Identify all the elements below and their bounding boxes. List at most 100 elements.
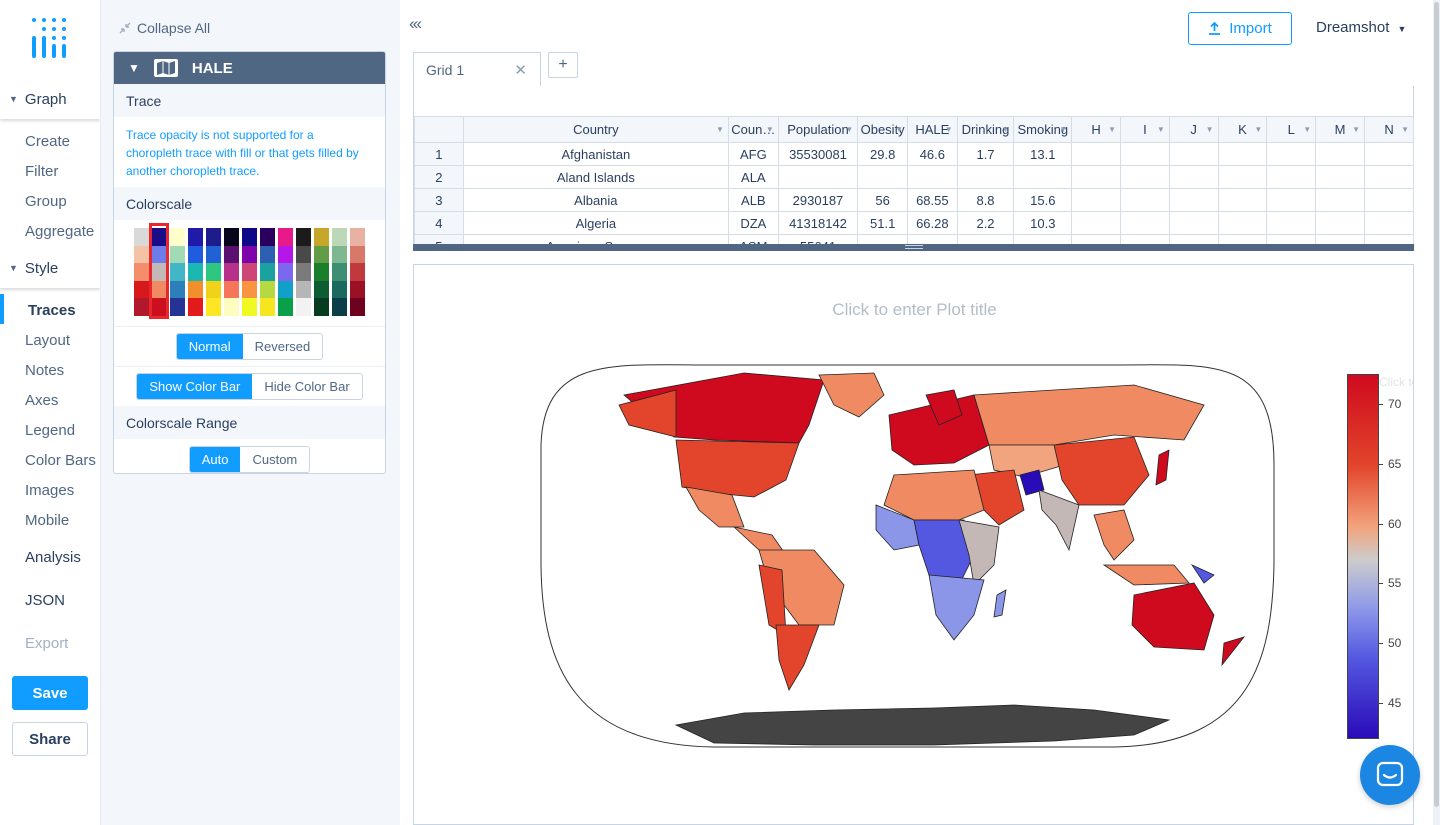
column-header[interactable]: L ▼	[1266, 116, 1317, 143]
nav-json[interactable]: JSON	[25, 592, 66, 609]
dropdown-icon[interactable]: ▼	[1205, 125, 1214, 134]
grid-cell[interactable]	[1071, 142, 1122, 166]
grid-cell[interactable]	[1071, 188, 1122, 212]
grid-cell[interactable]	[1315, 234, 1366, 244]
grid-cell[interactable]	[1168, 165, 1219, 189]
grid-cell[interactable]: AFG	[727, 142, 779, 166]
tab-grid-1[interactable]: Grid 1 ✕	[413, 52, 541, 87]
grid-cell[interactable]	[857, 165, 909, 189]
grid-cell[interactable]	[1013, 165, 1073, 189]
grid-cell[interactable]: 2930187	[777, 188, 859, 212]
grid-cell[interactable]	[1315, 165, 1366, 189]
grid-cell[interactable]: 35530081	[777, 142, 859, 166]
dropdown-icon[interactable]: ▼	[1352, 125, 1361, 134]
grid-cell[interactable]: Aland Islands	[462, 165, 729, 189]
dropdown-icon[interactable]: ▼	[1401, 125, 1409, 134]
grid-cell[interactable]: Albania	[462, 188, 729, 212]
colorscale-swatch[interactable]	[260, 228, 275, 316]
import-button[interactable]: Import	[1188, 12, 1292, 45]
column-header[interactable]: H ▼	[1071, 116, 1122, 143]
colorscale-swatch[interactable]	[242, 228, 257, 316]
column-header[interactable]: J ▼	[1168, 116, 1219, 143]
dropdown-icon[interactable]: ▼	[895, 125, 904, 134]
colorscale-swatch[interactable]	[296, 228, 311, 316]
share-button[interactable]: Share	[12, 722, 88, 756]
grid-cell[interactable]	[1013, 234, 1073, 244]
plot-title[interactable]: Click to enter Plot title	[832, 300, 997, 319]
nav-item-traces[interactable]: Traces	[28, 302, 76, 319]
colorscale-swatch[interactable]	[152, 228, 167, 316]
nav-item-images[interactable]: Images	[25, 482, 75, 499]
colorscale-swatch[interactable]	[224, 228, 239, 316]
grid-cell[interactable]: 13.1	[1013, 142, 1073, 166]
nav-item-filter[interactable]: Filter	[25, 163, 59, 180]
grid-cell[interactable]: 29.8	[857, 142, 909, 166]
grid-cell[interactable]: 56	[857, 188, 909, 212]
nav-item-aggregate[interactable]: Aggregate	[25, 223, 95, 240]
grid-cell[interactable]: 15.6	[1013, 188, 1073, 212]
grid-cell[interactable]: 1.7	[956, 142, 1015, 166]
dropdown-icon[interactable]: ▼	[1001, 125, 1010, 134]
grid-cell[interactable]	[1120, 142, 1170, 166]
grid-cell[interactable]	[1168, 211, 1219, 235]
save-button[interactable]: Save	[12, 676, 88, 710]
grid-cell[interactable]	[1217, 211, 1268, 235]
column-header[interactable]: Smoking ▼	[1013, 116, 1073, 143]
grid-cell[interactable]	[1364, 234, 1414, 244]
colorscale-swatch[interactable]	[134, 228, 149, 316]
column-header[interactable]: Population ▼	[777, 116, 859, 143]
grid-cell[interactable]: 46.6	[907, 142, 958, 166]
grid-cell[interactable]: 51.1	[857, 211, 909, 235]
column-header[interactable]: Country ▼	[462, 116, 729, 143]
grid-cell[interactable]	[777, 165, 859, 189]
collapse-panel-arrows[interactable]: ‹‹‹	[409, 14, 422, 33]
grid-cell[interactable]: 55641	[777, 234, 859, 244]
chevron-down-icon[interactable]: ▼	[128, 61, 140, 75]
grid-cell[interactable]: ALB	[727, 188, 779, 212]
dropdown-icon[interactable]: ▼	[715, 125, 724, 134]
grid-cell[interactable]	[1168, 188, 1219, 212]
row-number[interactable]: 2	[414, 165, 464, 189]
colorscale-swatch[interactable]	[278, 228, 293, 316]
grid-cell[interactable]: 2.2	[956, 211, 1015, 235]
grid-cell[interactable]: ASM	[727, 234, 779, 244]
column-header[interactable]: M ▼	[1315, 116, 1366, 143]
grid-cell[interactable]	[1120, 211, 1170, 235]
row-number[interactable]: 5	[414, 234, 464, 244]
nav-item-notes[interactable]: Notes	[25, 362, 65, 379]
grid-cell[interactable]	[1217, 142, 1268, 166]
grid-cell[interactable]: American Samoa	[462, 234, 729, 244]
dropdown-icon[interactable]: ▼	[845, 125, 854, 134]
dropdown-icon[interactable]: ▼	[1059, 125, 1068, 134]
row-number[interactable]: 1	[414, 142, 464, 166]
grid-cell[interactable]: Afghanistan	[462, 142, 729, 166]
grid-cell[interactable]	[1217, 234, 1268, 244]
show-color-bar-button[interactable]: Show Color Bar	[137, 374, 253, 399]
colorscale-swatch[interactable]	[350, 228, 365, 316]
dropdown-icon[interactable]: ▼	[1303, 125, 1312, 134]
reversed-button[interactable]: Reversed	[242, 334, 323, 359]
nav-item-layout[interactable]: Layout	[25, 332, 71, 349]
colorscale-swatch[interactable]	[206, 228, 221, 316]
normal-button[interactable]: Normal	[176, 334, 243, 359]
colorbar-title[interactable]: Click to enter Colorscale title	[1379, 375, 1413, 389]
custom-button[interactable]: Custom	[240, 446, 310, 472]
formula-bar[interactable]	[413, 86, 1414, 116]
nav-analysis[interactable]: Analysis	[25, 549, 81, 566]
grid-cell[interactable]	[1266, 211, 1317, 235]
nav-group-graph[interactable]: ▼ Graph	[0, 79, 100, 119]
grid-cell[interactable]	[1071, 211, 1122, 235]
grid-cell[interactable]	[1120, 165, 1170, 189]
grid-plot-splitter[interactable]	[413, 244, 1414, 251]
grid-cell[interactable]: DZA	[727, 211, 779, 235]
choropleth-map[interactable]	[414, 265, 1414, 825]
grid-cell[interactable]	[1315, 142, 1366, 166]
grid-cell[interactable]	[1217, 188, 1268, 212]
dropdown-icon[interactable]: ▼	[1108, 125, 1117, 134]
colorscale-swatch[interactable]	[332, 228, 347, 316]
colorscale-swatch[interactable]	[170, 228, 185, 316]
grid-cell[interactable]	[907, 165, 958, 189]
grid-cell[interactable]	[1364, 142, 1414, 166]
grid-cell[interactable]: 41318142	[777, 211, 859, 235]
trace-header[interactable]: ▼ HALE	[114, 52, 385, 84]
